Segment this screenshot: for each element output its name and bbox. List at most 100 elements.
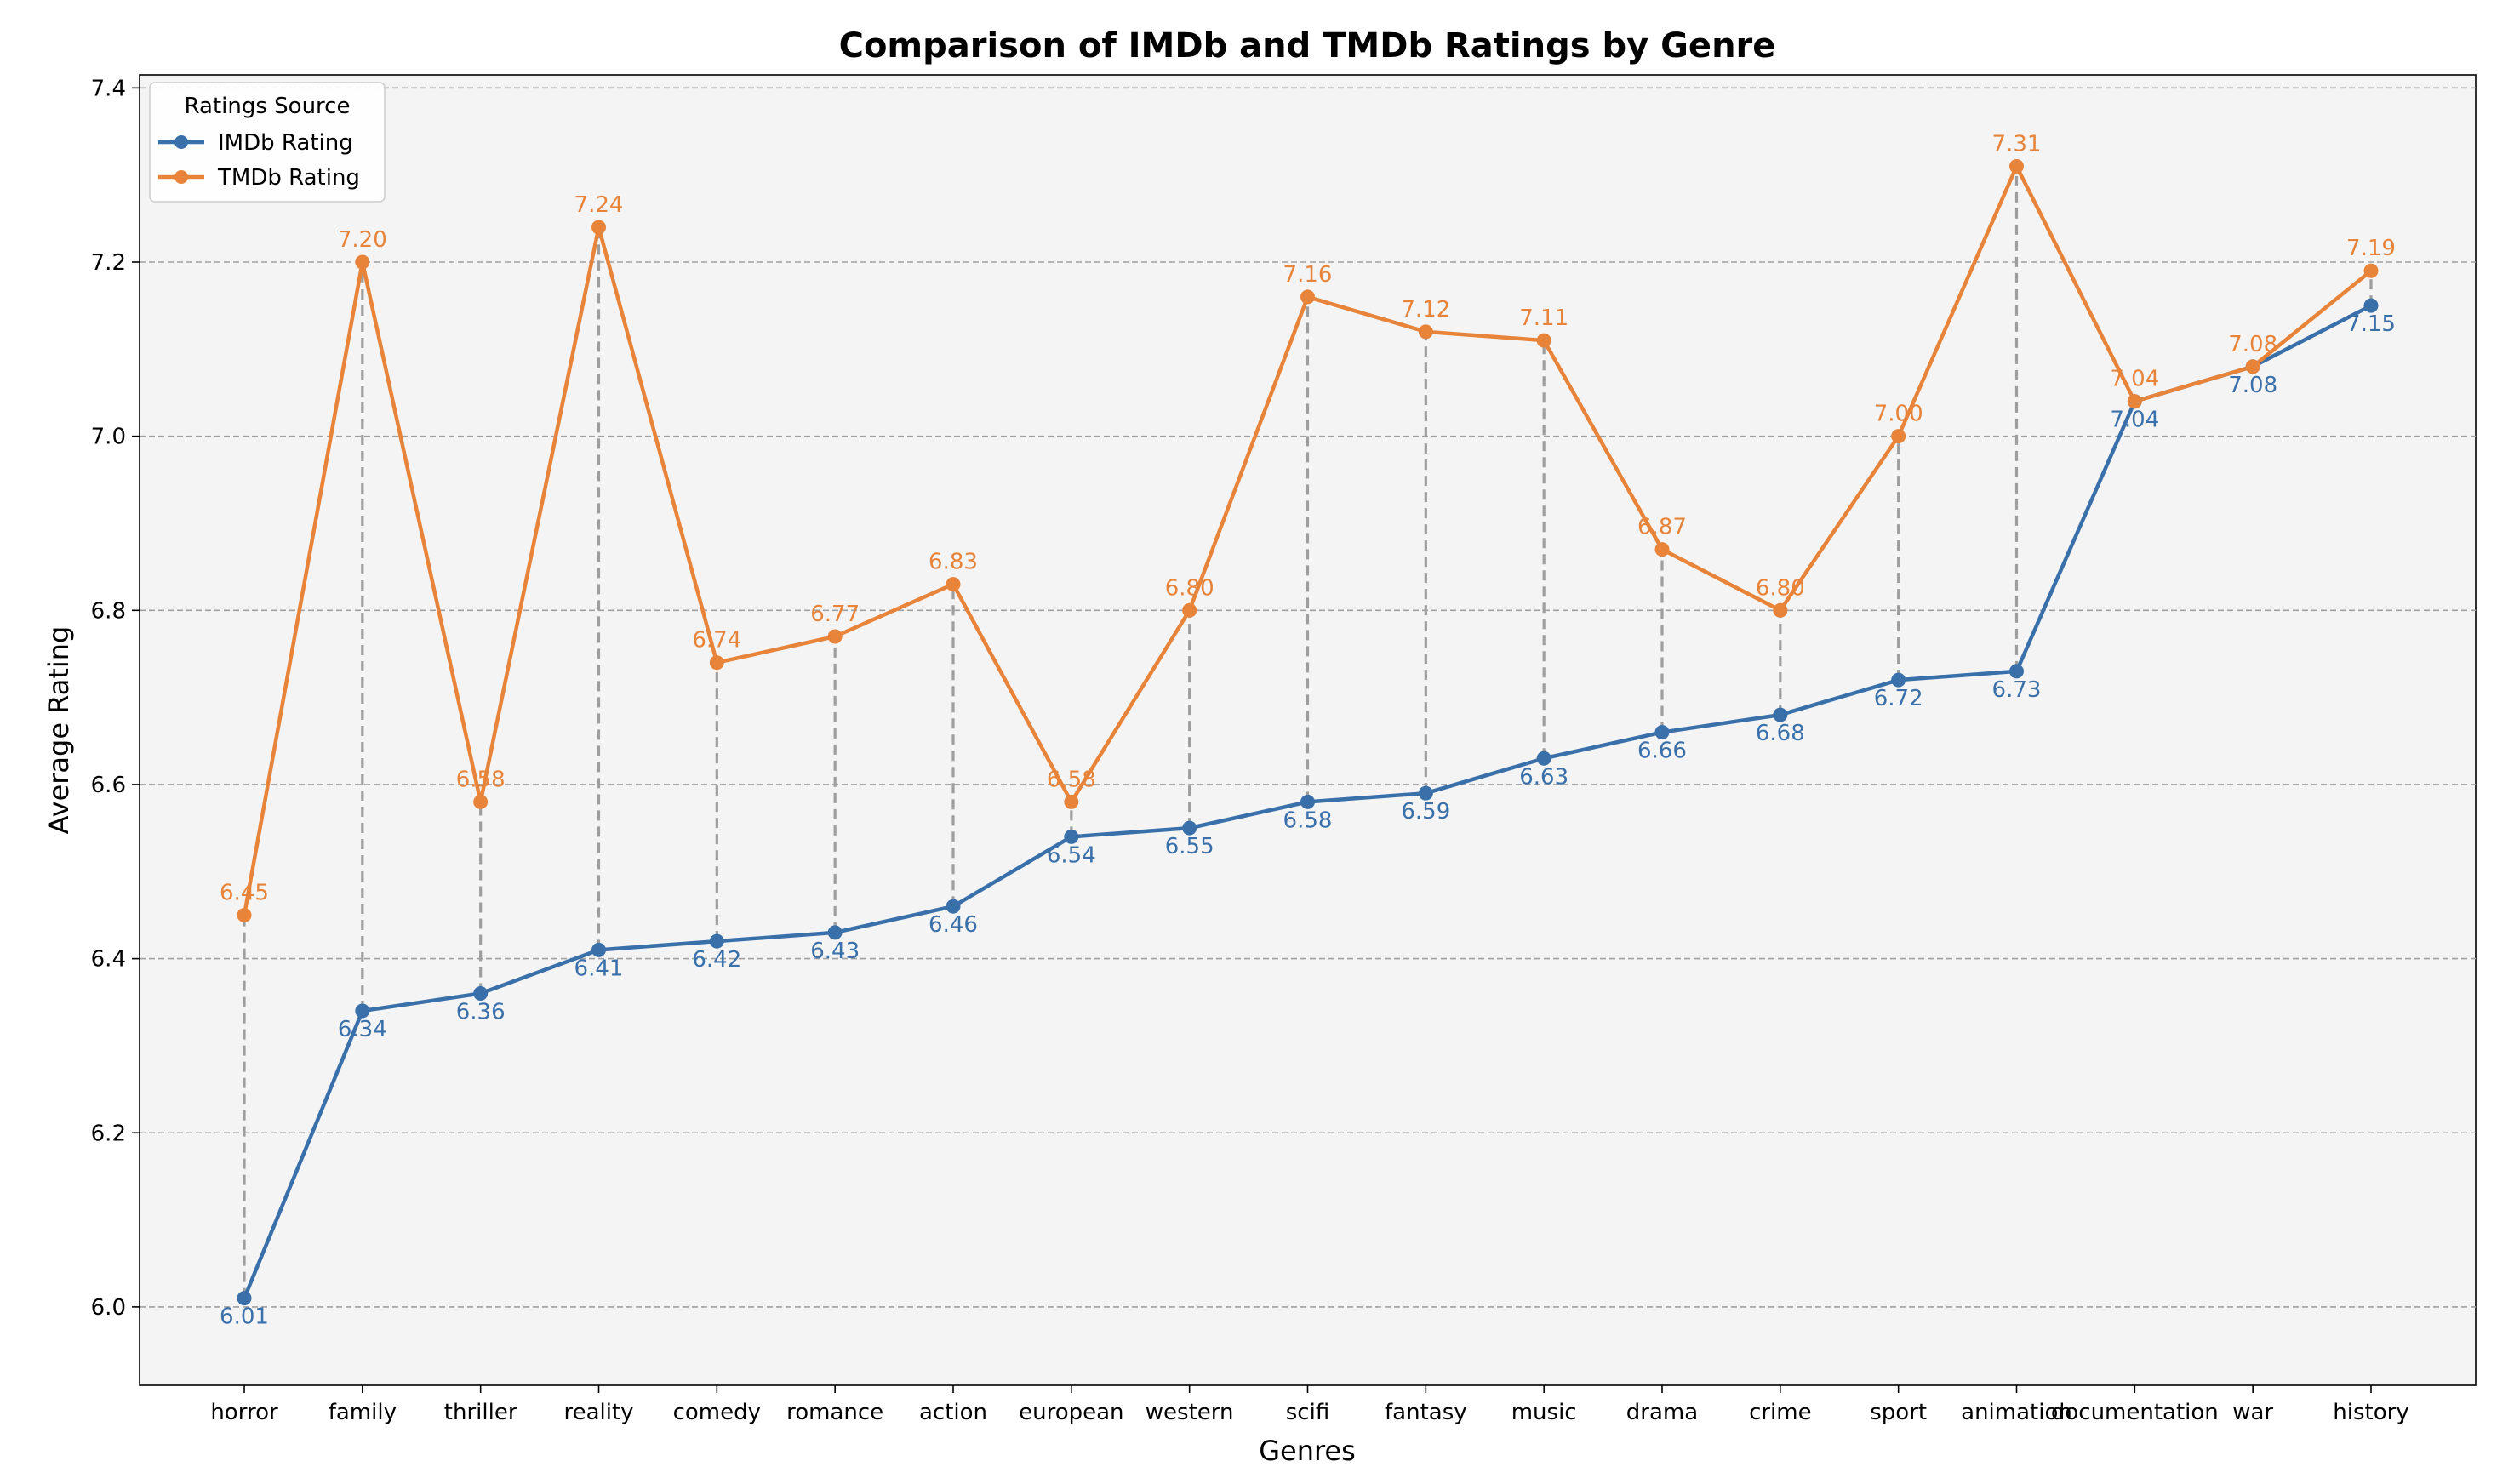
point-imdb-family (355, 1003, 370, 1019)
point-imdb-reality (591, 942, 606, 957)
data-label-imdb-family: 6.34 (338, 1017, 387, 1042)
ytick-label-2: 6.4 (91, 947, 126, 973)
xtick-label-reality: reality (563, 1400, 633, 1425)
data-label-tmdb-thriller: 6.58 (456, 767, 506, 792)
data-label-tmdb-documentation: 7.04 (2110, 367, 2159, 392)
data-label-tmdb-drama: 6.87 (1637, 515, 1687, 540)
point-imdb-fantasy (1418, 785, 1433, 801)
data-labels: 6.01 6.34 6.36 6.41 6.42 6.43 6.46 6.54 6.55 6.58… (220, 131, 2396, 1329)
xtick-label-thriller: thriller (444, 1400, 517, 1425)
xtick-label-documentation: documentation (2051, 1400, 2219, 1425)
point-imdb-horror (237, 1291, 252, 1306)
data-label-imdb-animation: 6.73 (1992, 677, 2042, 703)
data-label-imdb-scifi: 6.58 (1283, 808, 1333, 833)
point-imdb-thriller (473, 986, 489, 1002)
series-markers (237, 158, 2379, 1306)
point-imdb-crime (1773, 707, 1788, 722)
xtick-label-comedy: comedy (673, 1400, 761, 1425)
ytick-label-0: 6.0 (91, 1295, 126, 1321)
point-imdb-comedy (709, 933, 724, 949)
data-label-imdb-western: 6.55 (1165, 834, 1214, 859)
point-imdb-sport (1891, 672, 1906, 688)
legend-box (149, 82, 386, 203)
xtick-label-scifi: scifi (1286, 1400, 1329, 1425)
point-imdb-european (1064, 829, 1079, 844)
ytick-label-5: 7.0 (91, 425, 126, 450)
point-tmdb-reality (591, 220, 606, 235)
data-label-imdb-fantasy: 6.59 (1401, 799, 1450, 825)
legend-label-imdb: IMDb Rating (218, 130, 353, 156)
point-tmdb-war (2245, 359, 2260, 374)
ytick-label-7: 7.4 (91, 76, 126, 101)
point-imdb-romance (827, 925, 843, 940)
data-label-imdb-reality: 6.41 (574, 956, 624, 981)
point-tmdb-animation (2009, 158, 2024, 174)
xtick-label-crime: crime (1749, 1400, 1812, 1425)
ytick-label-1: 6.2 (91, 1121, 126, 1146)
data-label-tmdb-western: 6.80 (1165, 575, 1214, 601)
legend-title: Ratings Source (185, 94, 351, 119)
xtick-label-european: european (1019, 1400, 1123, 1425)
xtick-label-war: war (2232, 1400, 2273, 1425)
point-tmdb-romance (827, 629, 843, 644)
grid-lines (140, 87, 2476, 1308)
xtick-label-sport: sport (1870, 1400, 1927, 1425)
chart-title: Comparison of IMDb and TMDb Ratings by G… (839, 26, 1776, 66)
legend-marker-tmdb (174, 170, 188, 184)
legend-marker-imdb (174, 135, 188, 149)
data-label-tmdb-comedy: 6.74 (692, 628, 741, 654)
point-tmdb-fantasy (1418, 324, 1433, 340)
legend: Ratings Source IMDb Rating TMDb Rating (149, 82, 386, 203)
data-label-tmdb-family: 7.20 (338, 227, 387, 253)
data-label-tmdb-animation: 7.31 (1992, 131, 2042, 157)
ytick-label-4: 6.8 (91, 598, 126, 624)
point-tmdb-european (1064, 794, 1079, 809)
xtick-label-animation: animation (1961, 1400, 2072, 1425)
xtick-label-drama: drama (1626, 1400, 1698, 1425)
data-label-tmdb-reality: 7.24 (574, 192, 624, 218)
xtick-label-music: music (1511, 1400, 1577, 1425)
data-label-tmdb-crime: 6.80 (1756, 575, 1805, 601)
data-label-imdb-war: 7.08 (2228, 373, 2277, 398)
point-tmdb-action (946, 577, 961, 592)
data-label-tmdb-romance: 6.77 (810, 602, 860, 627)
data-label-tmdb-fantasy: 7.12 (1401, 297, 1450, 322)
point-imdb-animation (2009, 664, 2024, 679)
y-axis-ticks: 6.0 6.2 6.4 6.6 6.8 7.0 7.2 7.4 (91, 76, 140, 1321)
data-label-imdb-romance: 6.43 (810, 939, 860, 964)
data-label-tmdb-war: 7.08 (2228, 332, 2277, 357)
point-imdb-music (1536, 751, 1551, 766)
point-imdb-western (1182, 820, 1197, 836)
point-tmdb-history (2363, 263, 2379, 278)
data-label-imdb-action: 6.46 (929, 912, 978, 938)
data-label-imdb-history: 7.15 (2346, 311, 2396, 337)
data-label-imdb-sport: 6.72 (1874, 686, 1923, 711)
data-label-imdb-drama: 6.66 (1637, 739, 1687, 764)
point-imdb-drama (1654, 725, 1670, 740)
data-label-tmdb-history: 7.19 (2346, 236, 2396, 261)
y-axis-title: Average Rating (43, 626, 75, 835)
data-label-tmdb-horror: 6.45 (220, 880, 269, 905)
data-label-imdb-comedy: 6.42 (692, 947, 741, 973)
data-label-imdb-crime: 6.68 (1756, 721, 1805, 746)
data-label-imdb-thriller: 6.36 (456, 1000, 506, 1025)
point-tmdb-scifi (1300, 289, 1315, 305)
point-imdb-scifi (1300, 794, 1315, 809)
xtick-label-fantasy: fantasy (1385, 1400, 1467, 1425)
data-label-imdb-music: 6.63 (1519, 764, 1568, 790)
point-tmdb-music (1536, 333, 1551, 348)
xtick-label-history: history (2333, 1400, 2408, 1425)
xtick-label-action: action (919, 1400, 987, 1425)
data-label-tmdb-music: 7.11 (1519, 305, 1568, 331)
data-label-imdb-documentation: 7.04 (2110, 408, 2159, 433)
point-imdb-action (946, 899, 961, 914)
point-tmdb-comedy (709, 655, 724, 671)
data-label-imdb-horror: 6.01 (220, 1304, 269, 1330)
data-label-tmdb-european: 6.58 (1047, 767, 1096, 792)
data-label-tmdb-sport: 7.00 (1874, 402, 1923, 427)
point-tmdb-documentation (2127, 394, 2142, 409)
point-tmdb-crime (1773, 602, 1788, 618)
point-imdb-history (2363, 298, 2379, 313)
